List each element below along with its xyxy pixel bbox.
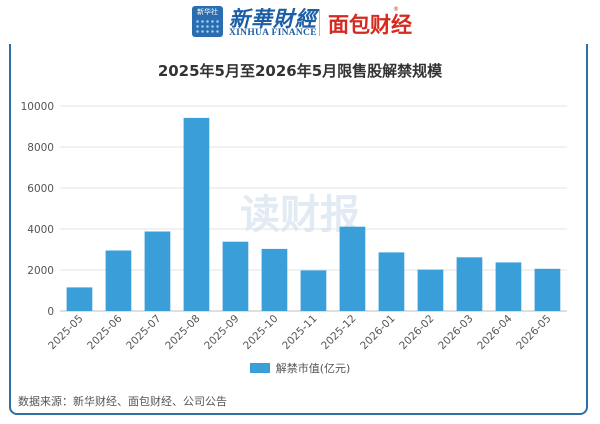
y-tick-label: 6000 [27,183,54,195]
y-tick-label: 4000 [27,224,54,236]
x-tick-label: 2025-08 [163,313,203,353]
bar-2026-03 [456,257,483,311]
x-tick-label: 2026-04 [475,312,515,352]
y-tick-label: 10000 [21,101,54,113]
xinhua-finance-en-logo: XINHUA FINANCE [229,28,317,38]
chart-frame [9,17,588,415]
brand-header: 新华社 新華財經 XINHUA FINANCE 面包财经 ® [0,0,600,44]
xinhua-finance-cn-logo: 新華財經 [229,6,317,31]
bar-2025-11 [300,270,327,311]
x-tick-label: 2025-07 [124,313,164,353]
bar-layer [66,117,561,312]
xinhua-badge-text: 新华社 [197,8,218,16]
y-tick-label: 8000 [27,142,54,154]
legend-swatch [249,363,270,373]
x-tick-label: 2026-05 [514,313,554,353]
x-tick-label: 2026-02 [397,313,437,353]
bar-2025-05 [66,287,93,311]
x-tick-label: 2025-12 [319,313,359,353]
bar-2025-09 [222,241,249,311]
header-divider [319,9,320,36]
x-tick-label: 2025-05 [46,313,86,353]
x-axis-ticks: 2025-05 2025-06 2025-07 2025-08 2025-09 2025-… [46,312,554,352]
chart-title: 2025年5月至2026年5月限售股解禁规模 [157,62,443,80]
x-tick-label: 2025-09 [202,313,242,353]
bar-2026-04 [495,262,522,311]
bar-2026-05 [534,268,561,311]
registered-mark: ® [393,6,399,13]
x-tick-label: 2026-03 [436,313,476,353]
bar-2025-10 [261,248,288,311]
bar-2025-12 [339,226,366,311]
x-tick-label: 2025-06 [85,312,125,352]
x-tick-label: 2026-01 [358,313,398,353]
x-tick-label: 2025-11 [280,313,320,353]
mianbao-finance-logo: 面包财经 [328,13,412,37]
bar-2025-06 [105,250,132,311]
xinhua-badge-logo: 新华社 [192,6,223,37]
x-tick-label: 2025-10 [241,313,281,353]
y-tick-label: 2000 [27,265,54,277]
globe-dots-icon [195,19,220,35]
y-axis-ticks: 0 2000 4000 6000 8000 10000 [21,101,54,318]
y-tick-label: 0 [47,306,54,318]
data-source-note: 数据来源：新华财经、面包财经、公司公告 [18,395,227,408]
bar-2026-02 [417,269,444,311]
chart-legend: 解禁市值(亿元) [0,360,600,376]
bar-2025-07 [144,231,171,311]
legend-label: 解禁市值(亿元) [275,362,351,375]
bar-2026-01 [378,252,405,311]
bar-2025-08 [183,117,210,312]
